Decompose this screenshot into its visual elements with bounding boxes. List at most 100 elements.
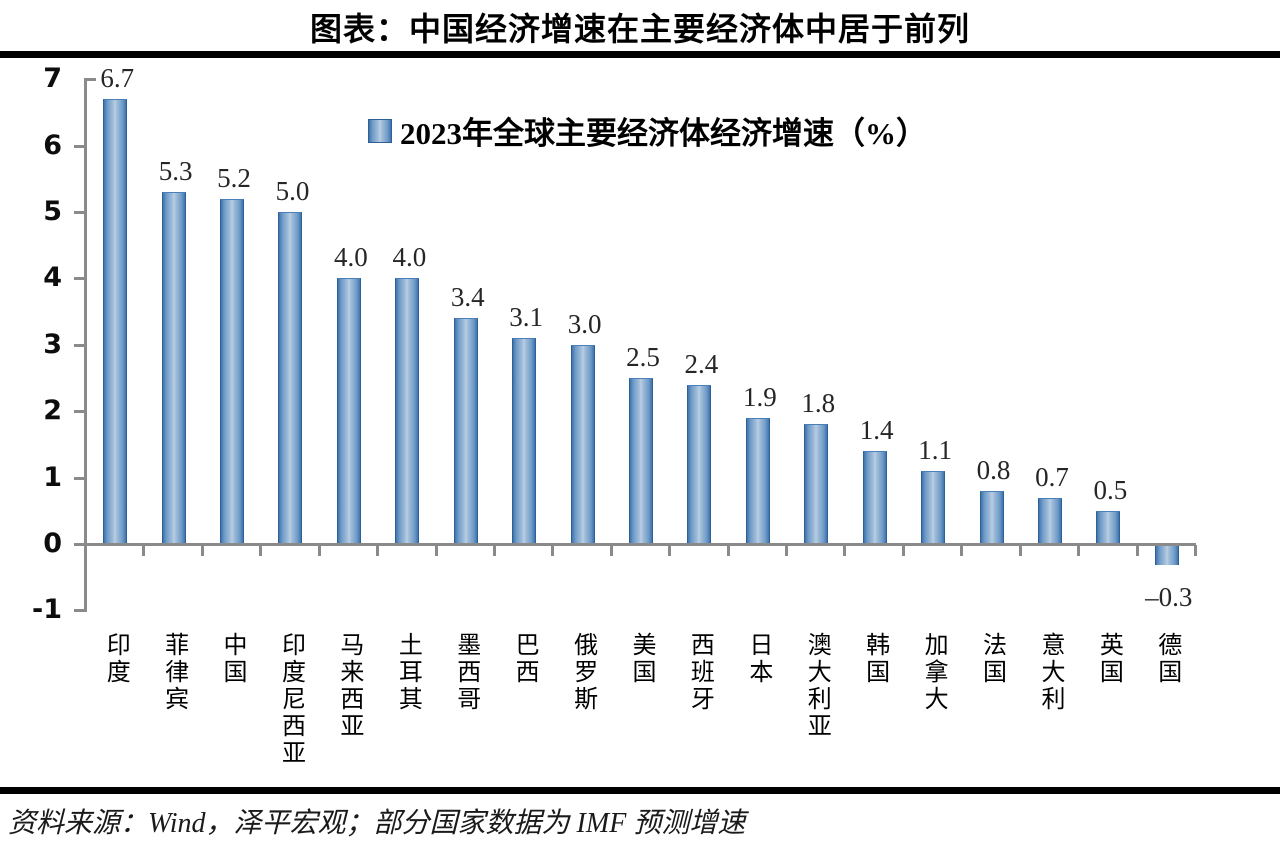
category-label: 巴西 bbox=[511, 632, 538, 686]
x-tick bbox=[434, 545, 438, 556]
y-tick bbox=[74, 410, 85, 414]
category-label: 意大利 bbox=[1036, 632, 1063, 713]
bar-value-label: –0.3 bbox=[1145, 581, 1193, 612]
legend: 2023年全球主要经济体经济增速（%） bbox=[368, 108, 927, 153]
x-tick bbox=[1135, 545, 1139, 556]
category-label: 澳大利亚 bbox=[803, 632, 830, 740]
bar bbox=[745, 417, 770, 545]
x-tick bbox=[901, 545, 905, 556]
category-label: 土耳其 bbox=[394, 632, 421, 713]
x-tick bbox=[668, 545, 672, 556]
category-label: 西班牙 bbox=[686, 632, 713, 713]
x-tick bbox=[785, 545, 789, 556]
y-tick bbox=[74, 211, 85, 214]
x-tick bbox=[726, 545, 730, 556]
bar-value-label: 2.5 bbox=[626, 342, 660, 372]
x-tick bbox=[1077, 545, 1081, 556]
x-tick bbox=[960, 545, 964, 556]
y-tick-label: 5 bbox=[43, 196, 62, 227]
x-axis-line bbox=[84, 543, 1196, 546]
x-tick bbox=[492, 545, 496, 556]
x-tick bbox=[200, 545, 204, 556]
bar-value-label: 0.8 bbox=[976, 454, 1011, 485]
category-label: 英国 bbox=[1095, 632, 1122, 686]
plot-area: 6.7 印度 5.3 菲律宾 5.2 中国 5.0 印度尼西亚 4.0 马来西亚 4.0 土耳其 3.4… bbox=[32, 63, 1197, 767]
bar bbox=[979, 490, 1004, 545]
y-axis-top-cap bbox=[85, 78, 96, 82]
category-label: 中国 bbox=[219, 632, 246, 686]
y-tick bbox=[74, 543, 85, 546]
bar bbox=[1037, 497, 1062, 545]
y-tick-label: 1 bbox=[43, 461, 62, 493]
bar bbox=[1154, 544, 1179, 565]
category-label: 美国 bbox=[628, 632, 654, 686]
y-tick-label: 3 bbox=[43, 328, 62, 360]
bar-value-label: 3.0 bbox=[567, 308, 602, 339]
x-tick bbox=[1018, 545, 1022, 556]
category-label: 日本 bbox=[744, 632, 771, 686]
bar bbox=[220, 198, 245, 545]
y-tick bbox=[74, 476, 85, 480]
category-label: 墨西哥 bbox=[452, 632, 479, 713]
bar bbox=[687, 384, 712, 545]
x-tick bbox=[259, 545, 263, 556]
bar bbox=[336, 278, 361, 545]
y-tick-label: 4 bbox=[43, 262, 62, 294]
bar-value-label: 4.0 bbox=[334, 242, 368, 273]
bar-value-label: 1.8 bbox=[801, 388, 836, 419]
x-axis-end-cap bbox=[1194, 545, 1197, 556]
bar bbox=[103, 99, 128, 545]
y-tick-label: -1 bbox=[32, 594, 62, 626]
category-label: 马来西亚 bbox=[335, 632, 362, 740]
bar-value-label: 0.7 bbox=[1035, 461, 1069, 492]
source-note: 资料来源：Wind，泽平宏观；部分国家数据为 IMF 预测增速 bbox=[8, 808, 746, 839]
y-tick bbox=[74, 144, 85, 148]
y-tick-label: 7 bbox=[43, 63, 62, 95]
bar-value-label: 0.5 bbox=[1093, 474, 1128, 505]
bottom-rule bbox=[0, 787, 1280, 794]
bar bbox=[161, 192, 186, 545]
y-tick-label: 2 bbox=[43, 395, 62, 427]
bar-value-label: 4.0 bbox=[392, 242, 427, 273]
bar bbox=[921, 470, 946, 545]
bar bbox=[862, 451, 887, 545]
y-tick bbox=[74, 343, 85, 347]
bar-value-label: 2.4 bbox=[684, 348, 719, 379]
legend-marker-icon bbox=[368, 118, 392, 143]
x-tick bbox=[551, 545, 555, 556]
x-tick bbox=[317, 545, 321, 556]
top-rule bbox=[0, 51, 1280, 58]
x-tick bbox=[376, 545, 380, 556]
bar bbox=[278, 212, 303, 545]
x-tick bbox=[142, 545, 146, 556]
category-label: 印度尼西亚 bbox=[277, 632, 304, 767]
x-tick bbox=[609, 545, 613, 556]
category-label: 德国 bbox=[1153, 632, 1180, 686]
bar-value-label: 1.4 bbox=[859, 415, 894, 446]
y-axis-line bbox=[84, 78, 87, 613]
category-label: 印度 bbox=[102, 632, 129, 686]
x-tick bbox=[843, 545, 847, 556]
chart-title: 图表：中国经济增速在主要经济体中居于前列 bbox=[309, 11, 970, 47]
bar-value-label: 5.0 bbox=[275, 176, 310, 206]
bar bbox=[395, 278, 420, 545]
bar-value-label: 3.4 bbox=[450, 282, 485, 313]
bar-value-label: 5.3 bbox=[158, 156, 193, 187]
bar-value-label: 5.2 bbox=[217, 162, 251, 193]
bar bbox=[453, 318, 478, 545]
category-label: 菲律宾 bbox=[160, 632, 187, 713]
category-label: 俄罗斯 bbox=[569, 632, 596, 713]
y-tick-label: 0 bbox=[43, 528, 62, 559]
bar bbox=[512, 338, 537, 545]
bar-value-label: 1.1 bbox=[918, 434, 952, 465]
bar bbox=[570, 344, 595, 545]
bar-value-label: 6.7 bbox=[100, 63, 135, 94]
legend-label: 2023年全球主要经济体经济增速（%） bbox=[400, 116, 927, 151]
y-tick bbox=[74, 277, 85, 281]
bar-value-label: 1.9 bbox=[742, 381, 777, 412]
category-label: 韩国 bbox=[861, 632, 888, 686]
category-label: 法国 bbox=[978, 632, 1005, 686]
y-tick-label: 6 bbox=[43, 129, 62, 161]
bar bbox=[804, 424, 829, 545]
